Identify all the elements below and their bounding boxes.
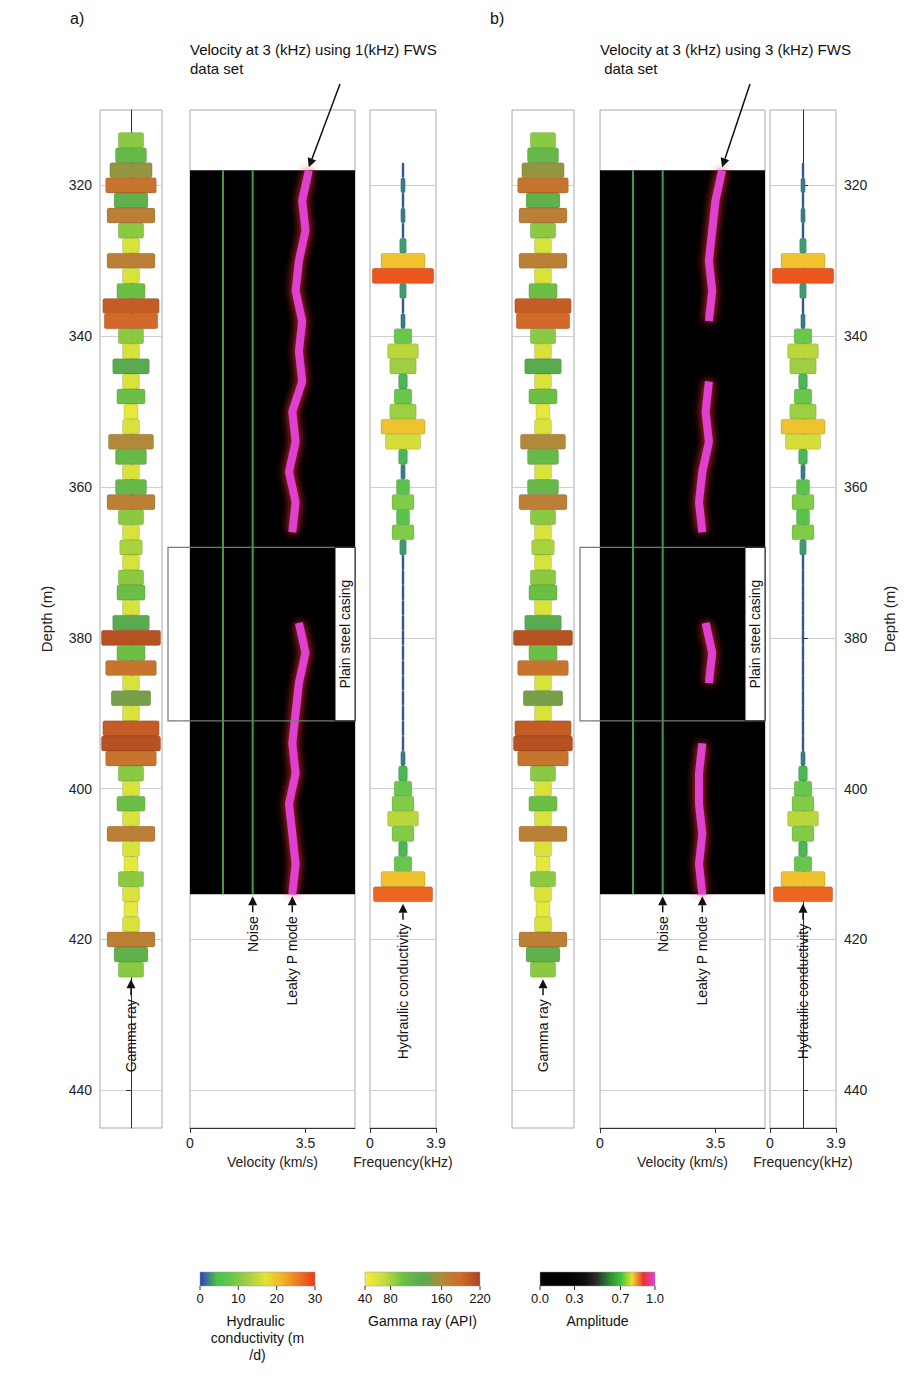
svg-text:1.0: 1.0 — [646, 1291, 664, 1306]
svg-text:Leaky P mode: Leaky P mode — [284, 916, 300, 1005]
svg-text:Hydraulic: Hydraulic — [226, 1313, 288, 1329]
svg-text:20: 20 — [269, 1291, 283, 1306]
svg-text:Velocity (km/s): Velocity (km/s) — [227, 1154, 318, 1170]
svg-text:320: 320 — [69, 177, 93, 193]
svg-text:3.9: 3.9 — [426, 1135, 446, 1151]
svg-text:40: 40 — [358, 1291, 372, 1306]
svg-text:360: 360 — [69, 479, 93, 495]
svg-text:Plain steel casing: Plain steel casing — [337, 580, 353, 689]
svg-text:Amplitude: Amplitude — [566, 1313, 628, 1329]
svg-text:conductivity (m: conductivity (m — [211, 1330, 304, 1346]
svg-text:220: 220 — [469, 1291, 491, 1306]
svg-text:/d): /d) — [249, 1347, 265, 1363]
svg-text:Depth (m): Depth (m) — [881, 586, 898, 653]
svg-text:400: 400 — [69, 781, 93, 797]
svg-text:10: 10 — [231, 1291, 245, 1306]
svg-text:360: 360 — [844, 479, 868, 495]
svg-text:340: 340 — [69, 328, 93, 344]
svg-text:data set: data set — [600, 60, 658, 77]
svg-text:420: 420 — [69, 931, 93, 947]
svg-text:Plain steel casing: Plain steel casing — [747, 580, 763, 689]
svg-text:0: 0 — [186, 1135, 194, 1151]
svg-text:320: 320 — [844, 177, 868, 193]
svg-text:30: 30 — [308, 1291, 322, 1306]
svg-text:340: 340 — [844, 328, 868, 344]
svg-text:Gamma ray (API): Gamma ray (API) — [368, 1313, 477, 1329]
svg-text:Noise: Noise — [245, 916, 261, 952]
svg-text:400: 400 — [844, 781, 868, 797]
svg-text:160: 160 — [431, 1291, 453, 1306]
svg-text:Velocity at 3 (kHz) using 1(kH: Velocity at 3 (kHz) using 1(kHz) FWS — [190, 41, 441, 58]
svg-text:Velocity (km/s): Velocity (km/s) — [637, 1154, 728, 1170]
svg-text:Frequency(kHz): Frequency(kHz) — [753, 1154, 853, 1170]
svg-text:b): b) — [490, 10, 504, 27]
svg-text:0.7: 0.7 — [611, 1291, 629, 1306]
svg-text:80: 80 — [383, 1291, 397, 1306]
svg-text:3.9: 3.9 — [826, 1135, 846, 1151]
svg-text:440: 440 — [844, 1082, 868, 1098]
svg-text:Depth (m): Depth (m) — [38, 586, 55, 653]
svg-text:Frequency(kHz): Frequency(kHz) — [353, 1154, 453, 1170]
svg-text:380: 380 — [69, 630, 93, 646]
svg-text:Leaky P mode: Leaky P mode — [694, 916, 710, 1005]
svg-text:data set: data set — [190, 60, 244, 77]
svg-text:0: 0 — [596, 1135, 604, 1151]
svg-text:Noise: Noise — [655, 916, 671, 952]
svg-text:0: 0 — [766, 1135, 774, 1151]
svg-text:0: 0 — [366, 1135, 374, 1151]
svg-text:440: 440 — [69, 1082, 93, 1098]
svg-text:Hydraulic conductivity: Hydraulic conductivity — [395, 924, 411, 1059]
svg-text:Gamma ray: Gamma ray — [123, 999, 139, 1072]
svg-text:3.5: 3.5 — [296, 1135, 316, 1151]
svg-text:a): a) — [70, 10, 84, 27]
svg-text:Velocity at 3 (kHz) using 3 (k: Velocity at 3 (kHz) using 3 (kHz) FWS — [600, 41, 851, 58]
svg-text:0.0: 0.0 — [531, 1291, 549, 1306]
svg-text:0.3: 0.3 — [565, 1291, 583, 1306]
svg-text:420: 420 — [844, 931, 868, 947]
svg-text:3.5: 3.5 — [706, 1135, 726, 1151]
svg-text:Hydraulic conductivity: Hydraulic conductivity — [795, 924, 811, 1059]
svg-text:0: 0 — [196, 1291, 203, 1306]
svg-text:Gamma ray: Gamma ray — [535, 999, 551, 1072]
svg-text:380: 380 — [844, 630, 868, 646]
